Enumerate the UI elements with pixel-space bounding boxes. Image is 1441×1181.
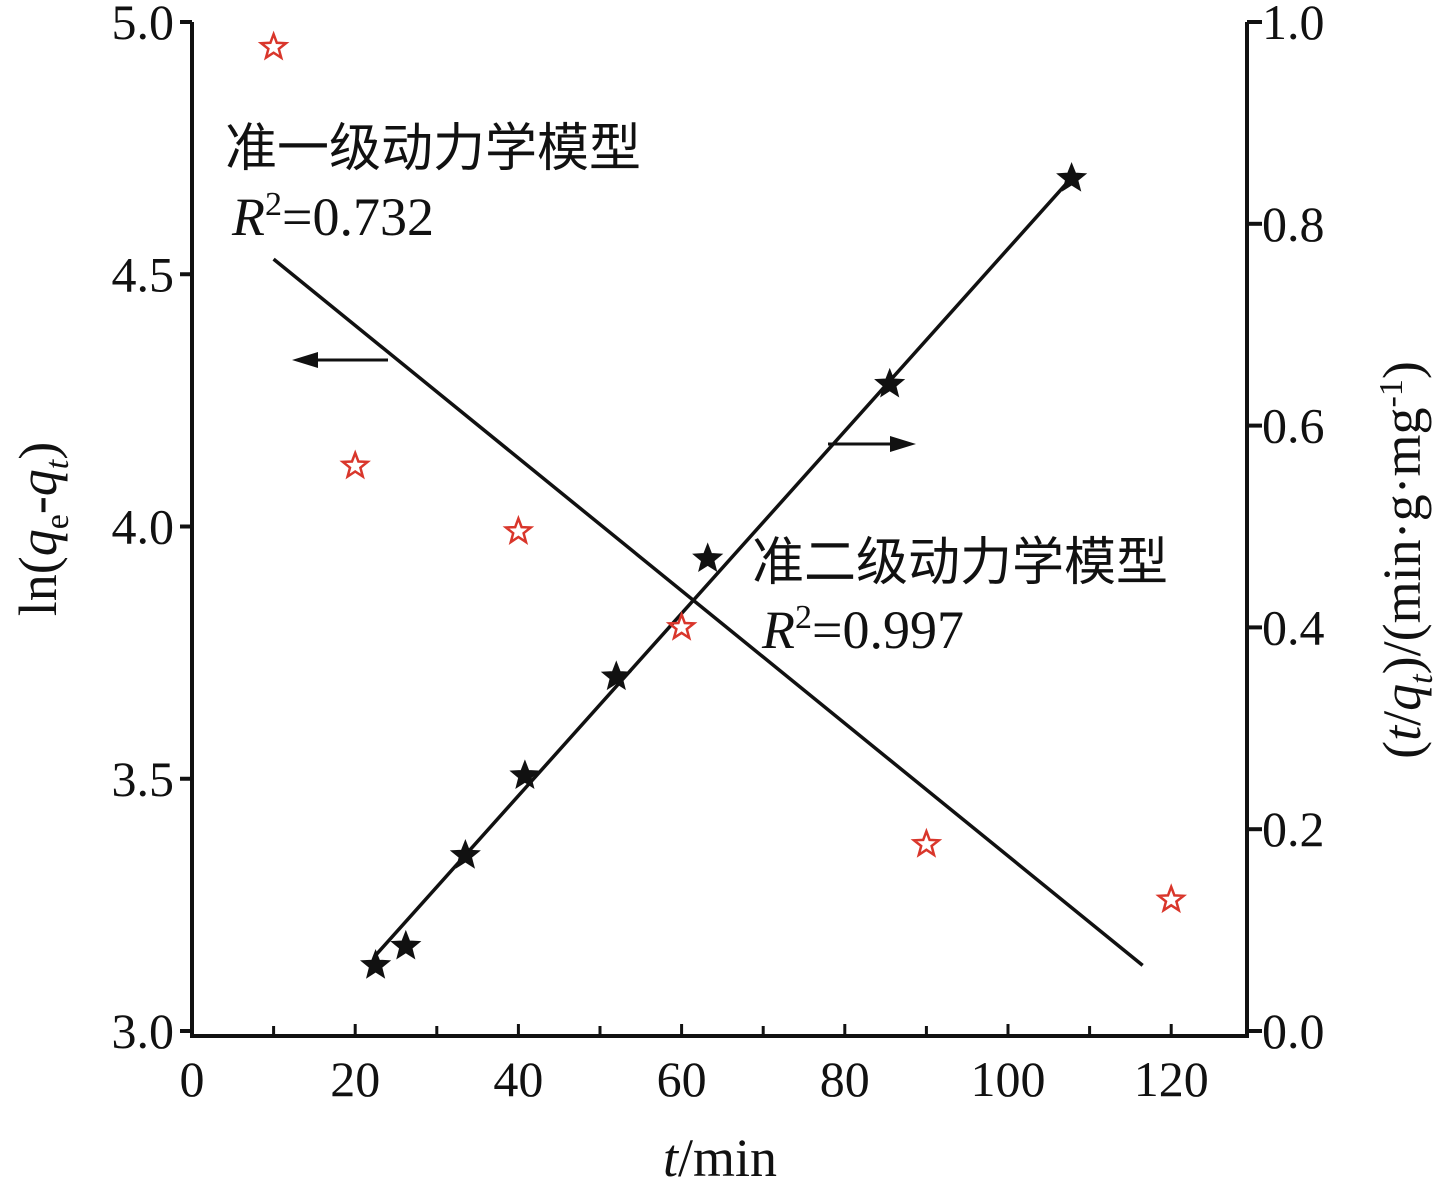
- model1-title: 准一级动力学模型: [225, 119, 641, 179]
- arrow-left-indicator: [292, 352, 388, 368]
- first-order-data-point: [502, 514, 535, 545]
- y-right-tick-label: 0.4: [1262, 599, 1325, 655]
- pseudo-first-order-fit-line: [272, 257, 1144, 967]
- y-left-tick-label: 5.0: [112, 0, 175, 50]
- second-order-data-point: [449, 839, 481, 869]
- model1-r2: R2=0.732: [231, 186, 434, 247]
- first-order-data-point: [257, 30, 290, 61]
- second-order-data-point: [390, 929, 422, 960]
- x-tick-label: 0: [180, 1051, 205, 1107]
- y-right-tick-label: 0.8: [1262, 196, 1325, 252]
- second-order-data-point: [874, 367, 906, 398]
- y-left-tick-label: 3.5: [112, 751, 175, 807]
- first-order-data-point: [1155, 883, 1188, 914]
- first-order-data-point: [665, 610, 698, 641]
- x-tick-label: 20: [330, 1051, 380, 1107]
- x-tick-label: 80: [820, 1051, 870, 1107]
- second-order-data-point: [692, 542, 724, 573]
- x-tick-label: 120: [1134, 1051, 1209, 1107]
- y-left-tick-label: 3.0: [112, 1003, 175, 1059]
- model2-r2: R2=0.997: [761, 599, 964, 660]
- y-left-tick-label: 4.0: [112, 499, 175, 555]
- model2-title: 准二级动力学模型: [752, 533, 1168, 593]
- second-order-data-point: [509, 759, 541, 790]
- y-left-axis-title: ln(qe-qt): [8, 442, 76, 617]
- pseudo-second-order-fit-line: [374, 179, 1071, 957]
- y-right-axis-title: (t/qt)/(min·g·mg-1): [1372, 361, 1440, 759]
- y-right-tick-label: 0.0: [1262, 1003, 1325, 1059]
- tick-labels: 0 20 40 60 80 100 120 3.0 3.5 4.0 4.5 5.0 0.0 0.2 0.4 0…: [112, 0, 1325, 1107]
- data-markers: [257, 30, 1188, 979]
- x-tick-label: 60: [657, 1051, 707, 1107]
- arrow-right-indicator: [828, 436, 916, 452]
- second-order-data-point: [359, 949, 392, 979]
- first-order-data-point: [339, 449, 371, 480]
- y-right-tick-label: 0.2: [1262, 801, 1325, 857]
- y-left-tick-label: 4.5: [112, 246, 175, 302]
- second-order-data-point: [1056, 162, 1088, 192]
- fit-lines: [272, 179, 1144, 967]
- y-right-tick-label: 1.0: [1262, 0, 1325, 50]
- x-tick-label: 40: [493, 1051, 543, 1107]
- axis-ticks: [180, 20, 1262, 1036]
- second-order-data-point: [600, 660, 632, 691]
- x-tick-label: 100: [971, 1051, 1046, 1107]
- y-right-tick-label: 0.6: [1262, 398, 1325, 454]
- first-order-data-point: [910, 827, 943, 858]
- x-axis-title: t/min: [663, 1128, 777, 1181]
- axes-frame: [190, 22, 1249, 1038]
